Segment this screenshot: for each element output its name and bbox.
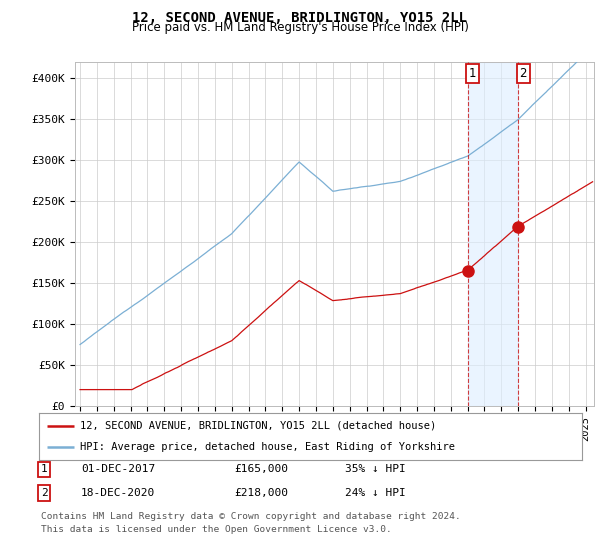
Text: 12, SECOND AVENUE, BRIDLINGTON, YO15 2LL (detached house): 12, SECOND AVENUE, BRIDLINGTON, YO15 2LL…	[80, 421, 436, 431]
Text: £165,000: £165,000	[234, 464, 288, 474]
Text: 18-DEC-2020: 18-DEC-2020	[81, 488, 155, 498]
Text: Price paid vs. HM Land Registry's House Price Index (HPI): Price paid vs. HM Land Registry's House …	[131, 21, 469, 34]
Text: 1: 1	[41, 464, 47, 474]
Text: This data is licensed under the Open Government Licence v3.0.: This data is licensed under the Open Gov…	[41, 525, 392, 534]
Text: 2: 2	[520, 67, 527, 81]
Text: 1: 1	[469, 67, 476, 81]
Text: 01-DEC-2017: 01-DEC-2017	[81, 464, 155, 474]
Text: 24% ↓ HPI: 24% ↓ HPI	[345, 488, 406, 498]
Text: 35% ↓ HPI: 35% ↓ HPI	[345, 464, 406, 474]
Text: HPI: Average price, detached house, East Riding of Yorkshire: HPI: Average price, detached house, East…	[80, 442, 455, 452]
Text: 12, SECOND AVENUE, BRIDLINGTON, YO15 2LL: 12, SECOND AVENUE, BRIDLINGTON, YO15 2LL	[133, 11, 467, 25]
Bar	[467, 62, 518, 406]
Text: 2: 2	[41, 488, 47, 498]
Text: Contains HM Land Registry data © Crown copyright and database right 2024.: Contains HM Land Registry data © Crown c…	[41, 512, 461, 521]
Text: £218,000: £218,000	[234, 488, 288, 498]
